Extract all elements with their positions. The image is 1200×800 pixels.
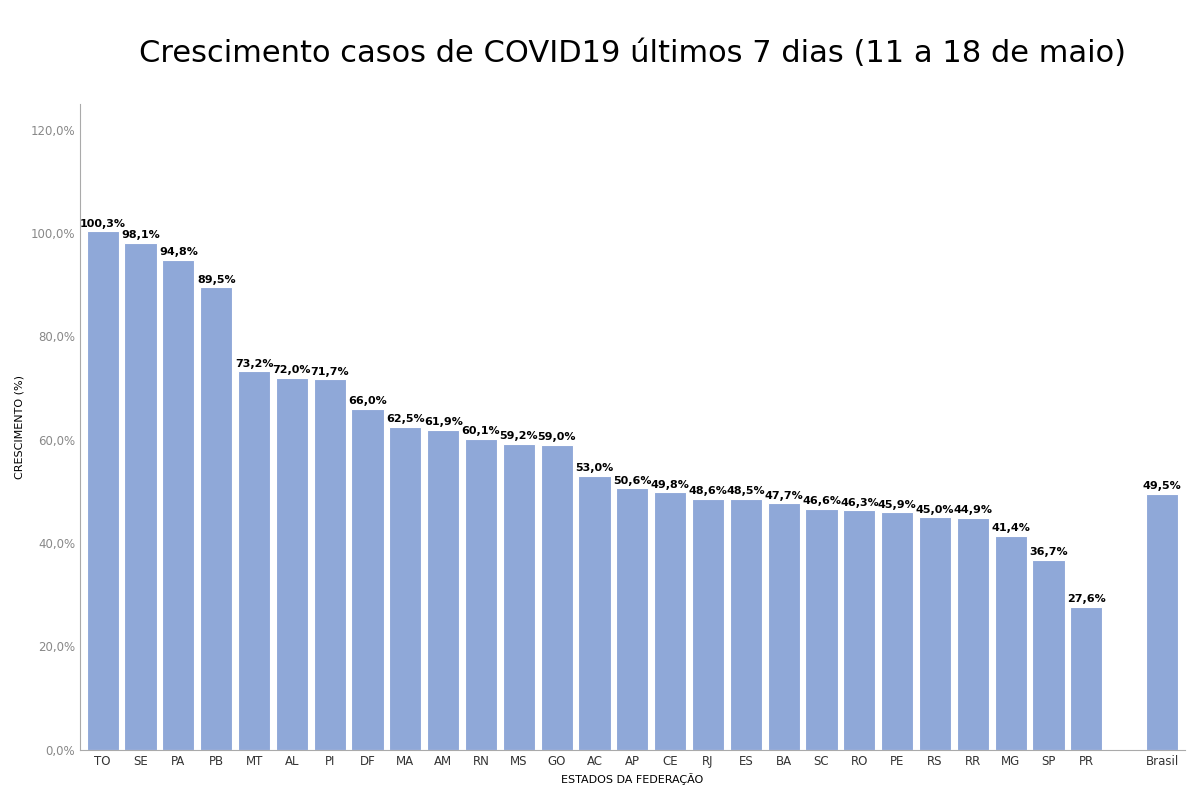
Text: 59,0%: 59,0% bbox=[538, 432, 576, 442]
Bar bbox=[995, 536, 1027, 750]
Bar bbox=[541, 445, 572, 750]
Bar bbox=[578, 476, 611, 750]
Bar bbox=[805, 509, 838, 750]
Text: 89,5%: 89,5% bbox=[197, 274, 235, 285]
Y-axis label: CRESCIMENTO (%): CRESCIMENTO (%) bbox=[14, 374, 25, 478]
Bar bbox=[654, 492, 686, 750]
Text: 27,6%: 27,6% bbox=[1067, 594, 1105, 605]
Bar bbox=[881, 513, 913, 750]
Bar bbox=[276, 378, 308, 750]
Text: 66,0%: 66,0% bbox=[348, 396, 386, 406]
Bar bbox=[844, 510, 876, 750]
Bar bbox=[503, 444, 535, 750]
Text: 45,0%: 45,0% bbox=[916, 505, 954, 514]
Bar bbox=[1032, 560, 1064, 750]
Bar bbox=[352, 409, 384, 750]
Bar bbox=[617, 488, 648, 750]
Text: 47,7%: 47,7% bbox=[764, 490, 803, 501]
Bar bbox=[1146, 494, 1178, 750]
Bar bbox=[389, 426, 421, 750]
Text: 41,4%: 41,4% bbox=[991, 523, 1030, 533]
Text: 48,6%: 48,6% bbox=[689, 486, 727, 496]
Text: 94,8%: 94,8% bbox=[158, 247, 198, 257]
Text: 62,5%: 62,5% bbox=[386, 414, 425, 424]
Text: 36,7%: 36,7% bbox=[1030, 547, 1068, 558]
Bar bbox=[162, 260, 194, 750]
Text: 73,2%: 73,2% bbox=[235, 358, 274, 369]
Bar bbox=[200, 287, 233, 750]
Bar bbox=[464, 439, 497, 750]
Bar bbox=[956, 518, 989, 750]
Bar bbox=[692, 498, 724, 750]
Text: 71,7%: 71,7% bbox=[311, 366, 349, 377]
Bar bbox=[427, 430, 460, 750]
Bar bbox=[125, 242, 157, 750]
Bar bbox=[86, 231, 119, 750]
Text: 53,0%: 53,0% bbox=[576, 463, 613, 473]
Text: 50,6%: 50,6% bbox=[613, 475, 652, 486]
Title: Crescimento casos de COVID19 últimos 7 dias (11 a 18 de maio): Crescimento casos de COVID19 últimos 7 d… bbox=[139, 39, 1126, 68]
Text: 72,0%: 72,0% bbox=[272, 365, 311, 375]
Bar bbox=[313, 379, 346, 750]
Text: 59,2%: 59,2% bbox=[499, 431, 539, 441]
Bar bbox=[919, 517, 952, 750]
Text: 49,8%: 49,8% bbox=[650, 480, 690, 490]
Text: 46,6%: 46,6% bbox=[802, 496, 841, 506]
Text: 46,3%: 46,3% bbox=[840, 498, 878, 508]
Text: 60,1%: 60,1% bbox=[462, 426, 500, 437]
Text: 45,9%: 45,9% bbox=[878, 500, 917, 510]
Bar bbox=[1070, 607, 1103, 750]
Text: 48,5%: 48,5% bbox=[726, 486, 766, 497]
Text: 49,5%: 49,5% bbox=[1142, 482, 1182, 491]
Bar bbox=[238, 371, 270, 750]
Text: 44,9%: 44,9% bbox=[953, 505, 992, 515]
Text: 61,9%: 61,9% bbox=[424, 417, 463, 427]
Text: 100,3%: 100,3% bbox=[79, 218, 126, 229]
Text: 98,1%: 98,1% bbox=[121, 230, 160, 240]
Bar bbox=[768, 503, 799, 750]
X-axis label: ESTADOS DA FEDERAÇÃO: ESTADOS DA FEDERAÇÃO bbox=[562, 773, 703, 785]
Bar bbox=[730, 499, 762, 750]
